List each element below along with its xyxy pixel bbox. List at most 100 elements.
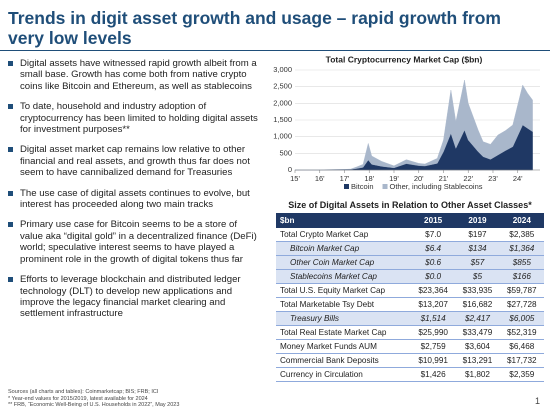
- table-cell: $134: [455, 241, 500, 256]
- header-cell: $bn: [276, 213, 411, 228]
- table-cell: Total Real Estate Market Cap: [276, 325, 411, 340]
- x-tick-label: 21': [439, 174, 449, 183]
- table-cell: $17,732: [499, 353, 544, 368]
- y-tick-label: 2,000: [273, 98, 292, 107]
- table-cell: $52,319: [499, 325, 544, 340]
- table-row: Total Real Estate Market Cap $25,990 $33,4…: [276, 325, 544, 340]
- table-cell: $2,359: [499, 367, 544, 382]
- table-cell: Money Market Funds AUM: [276, 339, 411, 354]
- table-cell: $1,514: [410, 311, 456, 326]
- table-cell: Total Crypto Market Cap: [276, 228, 411, 242]
- table-cell: $1,364: [499, 241, 544, 256]
- table-row: Treasury Bills $1,514 $2,417 $6,005: [276, 311, 544, 326]
- table-row: Bitcoin Market Cap $6.4 $134 $1,364: [276, 241, 544, 256]
- table-cell: $197: [455, 228, 500, 242]
- table-cell: $6,468: [499, 339, 544, 354]
- table-cell: $27,728: [499, 297, 544, 312]
- footnote: ** FRB, “Economic Well-Being of U.S. Hou…: [8, 402, 180, 408]
- title-rule: [0, 50, 550, 51]
- bullet: Digital assets have witnessed rapid grow…: [8, 58, 258, 92]
- table-cell: $25,990: [410, 325, 456, 340]
- area: [294, 79, 533, 171]
- table-row: Total Crypto Market Cap $7.0 $197 $2,385: [276, 228, 544, 242]
- table-cell: $59,787: [499, 283, 544, 298]
- footnote: * Year-end values for 2015/2019, latest …: [8, 395, 148, 402]
- table-cell: Currency in Circulation: [276, 367, 411, 382]
- x-tick-label: 20': [414, 174, 424, 183]
- x-tick-label: 23': [488, 174, 498, 183]
- x-tick-label: 22': [463, 174, 473, 183]
- table-row: Total Marketable Tsy Debt $13,207 $16,682 $…: [276, 297, 544, 312]
- table-cell: $166: [499, 269, 544, 284]
- table: $bn 2015 2019 2024 Total Crypto Market Cap $7…: [276, 213, 544, 382]
- x-tick-label: 17': [340, 174, 350, 183]
- y-tick-label: 0: [288, 165, 292, 174]
- chart: Total Cryptocurrency Market Cap ($bn) 0 5…: [273, 54, 540, 191]
- x-tick-label: 16': [315, 174, 325, 183]
- table-cell: $1,802: [455, 367, 500, 382]
- table-cell: $855: [499, 255, 544, 270]
- y-tick-label: 1,000: [273, 132, 292, 141]
- x-tick-label: 18': [364, 174, 374, 183]
- bullet: The use case of digital assets continues…: [8, 188, 258, 211]
- table-row: Money Market Funds AUM $2,759 $3,604 $6,468: [276, 339, 544, 354]
- legend-swatch: [344, 184, 349, 189]
- table-cell: $2,385: [499, 228, 544, 242]
- y-tick-label: 500: [279, 148, 292, 157]
- bullet: To date, household and industry adoption…: [8, 101, 258, 135]
- footnote: Sources (all charts and tables): Coinmar…: [8, 389, 159, 395]
- table-row: Total U.S. Equity Market Cap $23,364 $33,9…: [276, 283, 544, 298]
- y-tick-label: 2,500: [273, 82, 292, 91]
- table-row: Other Coin Market Cap $0.6 $57 $855: [276, 255, 544, 270]
- table-cell: Commercial Bank Deposits: [276, 353, 411, 368]
- table-cell: $5: [455, 269, 500, 284]
- bullet: Efforts to leverage blockchain and distr…: [8, 274, 258, 320]
- legend-swatch: [382, 184, 388, 189]
- table-cell: Other Coin Market Cap: [276, 255, 411, 270]
- table-cell: $3,604: [455, 339, 500, 354]
- page-number: 1: [534, 396, 540, 406]
- table-row: Currency in Circulation $1,426 $1,802 $2,35…: [276, 367, 544, 382]
- table-cell: Stablecoins Market Cap: [276, 269, 411, 284]
- legend-label: Bitcoin: [351, 182, 374, 191]
- x-tick-label: 24': [513, 174, 523, 183]
- table-cell: $13,291: [455, 353, 500, 368]
- bullet: Digital asset market cap remains low rel…: [8, 144, 258, 178]
- table-cell: $33,935: [455, 283, 500, 298]
- table-cell: Treasury Bills: [276, 311, 411, 326]
- table-cell: $7.0: [410, 228, 456, 242]
- table-cell: $2,417: [455, 311, 500, 326]
- header-cell: 2024: [499, 213, 544, 228]
- table-cell: Total Marketable Tsy Debt: [276, 297, 411, 312]
- table-cell: $0.0: [410, 269, 456, 284]
- y-tick-label: 1,500: [273, 115, 292, 124]
- table-row: Stablecoins Market Cap $0.0 $5 $166: [276, 269, 544, 284]
- header-cell: 2015: [410, 213, 456, 228]
- table-cell: $6.4: [410, 241, 456, 256]
- chart-title: Total Cryptocurrency Market Cap ($bn): [326, 54, 483, 64]
- table-cell: $6,005: [499, 311, 544, 326]
- table-cell: $10,991: [410, 353, 456, 368]
- header-row: $bn 2015 2019 2024: [276, 213, 544, 228]
- y-tick-label: 3,000: [273, 65, 292, 74]
- table-cell: $33,479: [455, 325, 500, 340]
- bullet: Primary use case for Bitcoin seems to be…: [8, 219, 258, 265]
- table-cell: Total U.S. Equity Market Cap: [276, 283, 411, 298]
- bullet-list: Digital assets have witnessed rapid grow…: [8, 58, 258, 329]
- header-cell: 2019: [455, 213, 500, 228]
- table-cell: Bitcoin Market Cap: [276, 241, 411, 256]
- slide-title: Trends in digit asset growth and usage –…: [8, 8, 501, 48]
- table-cell: $1,426: [410, 367, 456, 382]
- legend-label: Other, including Stablecoins: [390, 182, 483, 191]
- table-cell: $13,207: [410, 297, 456, 312]
- table-cell: $23,364: [410, 283, 456, 298]
- x-tick-label: 15': [290, 174, 300, 183]
- table-row: Commercial Bank Deposits $10,991 $13,291 $1…: [276, 353, 544, 368]
- table-cell: $16,682: [455, 297, 500, 312]
- table-cell: $2,759: [410, 339, 456, 354]
- x-tick-label: 19': [389, 174, 399, 183]
- table-cell: $57: [455, 255, 500, 270]
- table-title: Size of Digital Assets in Relation to Ot…: [288, 200, 532, 210]
- footnotes: Sources (all charts and tables): Coinmar…: [8, 389, 179, 409]
